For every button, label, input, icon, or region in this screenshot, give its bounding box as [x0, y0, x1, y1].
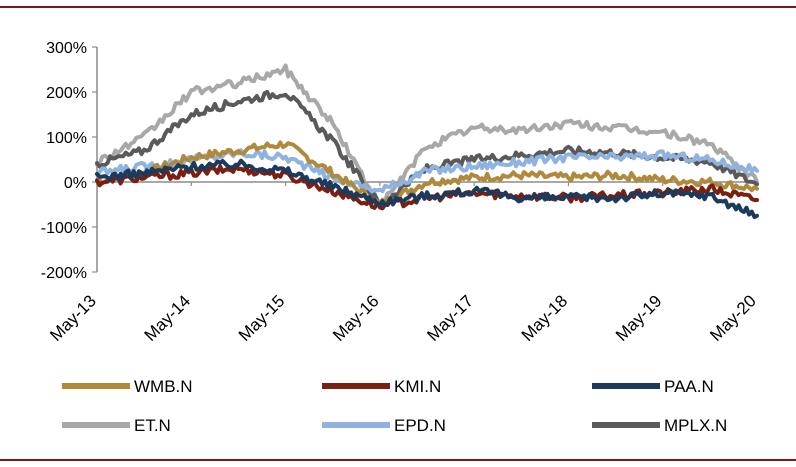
top-rule [0, 6, 796, 8]
legend-label: ET.N [134, 416, 171, 435]
chart-legend: WMB.N KMI.N PAA.N ET.N EPD.N MPLX.N [62, 377, 727, 435]
y-tick-label: 200% [46, 85, 87, 102]
y-tick-label: -100% [41, 220, 87, 237]
x-tick-label: May-15 [235, 291, 289, 345]
legend-label: KMI.N [394, 377, 441, 396]
y-tick-label: 100% [46, 130, 87, 147]
legend-label: EPD.N [394, 416, 446, 435]
x-tick-label: May-14 [141, 291, 195, 345]
x-tick-label: May-19 [612, 291, 666, 345]
x-tick-label: May-13 [46, 291, 100, 345]
x-tick-label: May-17 [423, 291, 477, 345]
legend-label: MPLX.N [664, 416, 727, 435]
chart-series [95, 63, 759, 219]
y-tick-label: -200% [41, 265, 87, 282]
series-line-paa-n [95, 158, 759, 219]
legend-label: PAA.N [664, 377, 714, 396]
y-tick-labels: 300% 200% 100% 0% -100% -200% [41, 40, 97, 282]
bottom-rule [0, 459, 796, 461]
x-tick-label: May-20 [706, 291, 760, 345]
x-tick-label: May-18 [518, 291, 572, 345]
legend-label: WMB.N [134, 377, 193, 396]
series-line-et-n [95, 63, 759, 206]
y-tick-label: 300% [46, 40, 87, 57]
x-tick-label: May-16 [329, 291, 383, 345]
series-line-wmb-n [95, 140, 759, 207]
y-tick-label: 0% [64, 175, 87, 192]
